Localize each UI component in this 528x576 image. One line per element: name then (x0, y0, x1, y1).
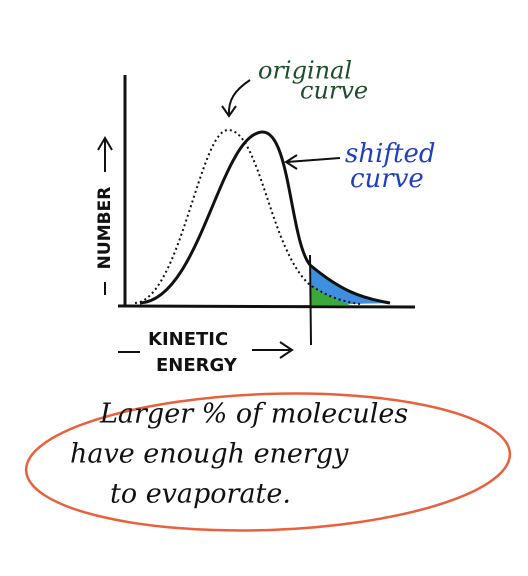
original-label: curve (300, 77, 368, 105)
arrow (284, 154, 341, 170)
shifted-curve (139, 130, 391, 305)
note-line: to evaporate. (110, 479, 291, 510)
original-area (310, 285, 350, 305)
note-line: have enough energy (70, 439, 349, 470)
shifted-label: curve (350, 164, 424, 194)
note-outline (24, 392, 512, 532)
shifted-label: shifted (345, 139, 436, 169)
arrow (118, 341, 294, 359)
shifted-area (310, 265, 390, 305)
x-axis-label: KINETIC (148, 329, 228, 350)
original-curve (134, 128, 361, 305)
y-axis-label: NUMBER (95, 187, 115, 270)
note-line: Larger % of molecules (99, 399, 408, 430)
arrow (221, 79, 251, 118)
original-label: original (258, 57, 352, 85)
x-axis (117, 304, 416, 309)
x-axis-label: ENERGY (156, 355, 238, 376)
threshold-line (309, 254, 312, 346)
arrow (97, 136, 113, 295)
